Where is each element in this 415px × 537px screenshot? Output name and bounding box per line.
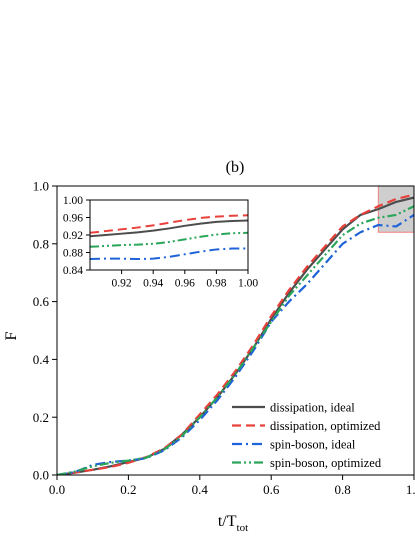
y-tick-label: 0.4: [33, 352, 50, 367]
x-axis-title-sub: tot: [237, 522, 249, 534]
inset-x-tick-label: 0.98: [206, 278, 226, 290]
legend-label-dissipation-optimized: dissipation, optimized: [270, 419, 381, 433]
inset-y-tick-label: 0.96: [63, 213, 83, 225]
y-tick-label: 0.2: [33, 410, 49, 425]
inset-x-tick-label: 0.96: [175, 278, 195, 290]
series-line-dissipation-optimized: [57, 193, 414, 475]
panel-label: (b): [226, 159, 245, 176]
inset-y-tick-label: 0.84: [63, 265, 83, 277]
inset-x-tick-label: 0.94: [143, 278, 163, 290]
inset-series-line-dissipation-ideal: [90, 219, 248, 238]
inset-x-tick-label: 1.00: [238, 278, 258, 290]
x-axis-title: t/Ttot: [218, 513, 248, 534]
inset-y-tick-label: 0.88: [63, 248, 83, 260]
inset-y-tick-label: 1.00: [63, 195, 83, 207]
inset-series-line-spin-boson-optimized: [90, 231, 248, 248]
x-tick-label: 0.8: [334, 482, 350, 497]
inset-x-tick-label: 0.92: [112, 278, 132, 290]
legend-label-spin-boson-optimized: spin-boson, optimized: [270, 456, 382, 470]
inset-y-tick-label: 0.92: [63, 230, 83, 242]
legend-label-spin-boson-ideal: spin-boson, ideal: [270, 438, 356, 452]
x-tick-label: 0.2: [120, 482, 136, 497]
legend-label-dissipation-ideal: dissipation, ideal: [270, 401, 355, 415]
x-tick-label: 0.0: [49, 482, 65, 497]
plot-frame: [56, 185, 415, 476]
y-axis-title: F: [3, 331, 20, 340]
x-axis-title-main: t/T: [218, 513, 237, 530]
y-tick-label: 0.0: [33, 468, 49, 483]
series-line-spin-boson-optimized: [57, 205, 414, 475]
x-tick-label: 0.6: [263, 482, 280, 497]
x-tick-label: 0.4: [192, 482, 209, 497]
y-tick-label: 1.0: [33, 179, 49, 194]
y-tick-label: 0.8: [33, 236, 49, 251]
x-tick-label: 1.0: [406, 482, 415, 497]
y-tick-label: 0.6: [33, 294, 50, 309]
inset-series-line-spin-boson-ideal: [90, 247, 248, 261]
inset-plot: 0.92 0.94 0.96 0.98 1.00 0.84 0.88 0.92 0.96 1.00: [63, 195, 258, 289]
inset-series-line-dissipation-optimized: [90, 214, 248, 234]
legend: dissipation, ideal dissipation, optimized…: [232, 401, 382, 470]
